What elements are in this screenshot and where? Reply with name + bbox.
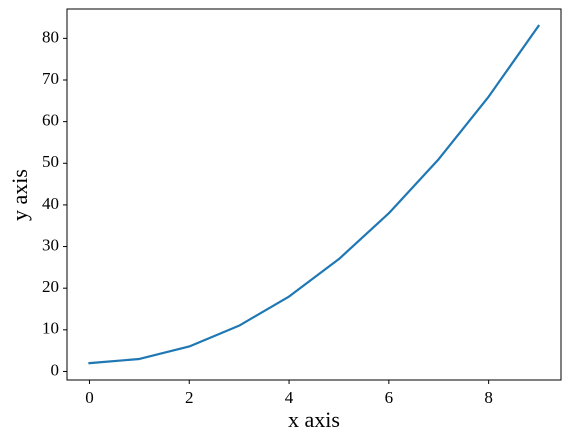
y-axis-label: y axis [7, 169, 32, 221]
y-tick-label: 0 [51, 360, 60, 379]
x-tick-label: 0 [85, 388, 94, 407]
y-tick-label: 10 [42, 319, 59, 338]
y-tick-label: 40 [42, 194, 59, 213]
y-tick-label: 80 [42, 27, 59, 46]
x-tick-label: 2 [185, 388, 194, 407]
y-tick-label: 60 [42, 111, 59, 130]
y-tick-label: 50 [42, 152, 59, 171]
x-tick-label: 8 [484, 388, 493, 407]
y-tick-label: 30 [42, 235, 59, 254]
x-tick-label: 6 [385, 388, 394, 407]
y-tick-label: 70 [42, 69, 59, 88]
line [88, 24, 541, 365]
plot-frame [66, 8, 562, 381]
x-tick-label: 4 [285, 388, 294, 407]
y-tick-label: 20 [42, 277, 59, 296]
x-axis-label: x axis [288, 407, 340, 432]
